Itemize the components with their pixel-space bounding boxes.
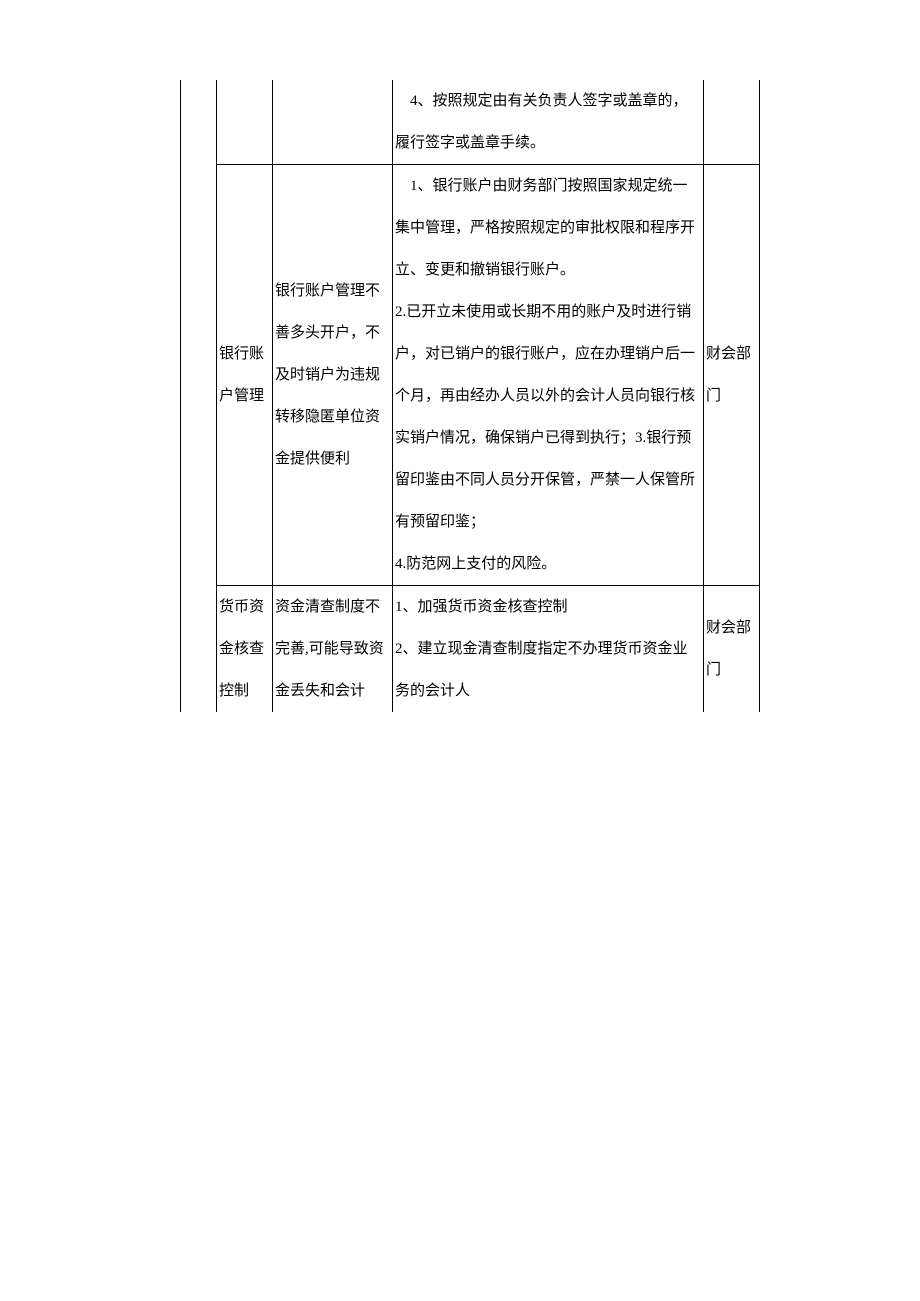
cell-risk: 银行账户管理不善多头开户，不及时销户为违规转移隐匿单位资金提供便利	[273, 165, 393, 586]
cell-risk	[273, 80, 393, 165]
dept-text: 财会部门	[706, 620, 751, 678]
measure-text: 1、银行账户由财务部门按照国家规定统一集中管理，严格按照规定的审批权限和程序开立…	[395, 178, 695, 572]
dept-text: 财会部门	[706, 346, 751, 404]
measure-text: 1、加强货币资金核查控制 2、建立现金清查制度指定不办理货币资金业务的会计人	[395, 599, 688, 699]
cell-measure: 1、银行账户由财务部门按照国家规定统一集中管理，严格按照规定的审批权限和程序开立…	[393, 165, 704, 586]
cell-category	[181, 165, 217, 586]
cell-risk: 资金清查制度不完善,可能导致资金丢失和会计	[273, 586, 393, 713]
cell-dept: 财会部门	[704, 586, 760, 713]
table-row: 银行账户管理 银行账户管理不善多头开户，不及时销户为违规转移隐匿单位资金提供便利…	[181, 165, 760, 586]
item-text: 银行账户管理	[219, 346, 264, 404]
cell-category	[181, 80, 217, 165]
cell-item: 银行账户管理	[217, 165, 273, 586]
cell-dept: 财会部门	[704, 165, 760, 586]
item-text: 货币资金核查控制	[219, 599, 264, 699]
measure-text: 4、按照规定由有关负责人签字或盖章的，履行签字或盖章手续。	[395, 93, 688, 151]
risk-text: 资金清查制度不完善,可能导致资金丢失和会计	[275, 599, 384, 699]
cell-item: 货币资金核查控制	[217, 586, 273, 713]
table-row: 货币资金核查控制 资金清查制度不完善,可能导致资金丢失和会计 1、加强货币资金核…	[181, 586, 760, 713]
risk-text: 银行账户管理不善多头开户，不及时销户为违规转移隐匿单位资金提供便利	[275, 283, 380, 467]
cell-measure: 4、按照规定由有关负责人签字或盖章的，履行签字或盖章手续。	[393, 80, 704, 165]
policy-table: 4、按照规定由有关负责人签字或盖章的，履行签字或盖章手续。 银行账户管理 银行账…	[180, 80, 760, 712]
table-row: 4、按照规定由有关负责人签字或盖章的，履行签字或盖章手续。	[181, 80, 760, 165]
cell-dept	[704, 80, 760, 165]
cell-category	[181, 586, 217, 713]
cell-measure: 1、加强货币资金核查控制 2、建立现金清查制度指定不办理货币资金业务的会计人	[393, 586, 704, 713]
cell-item	[217, 80, 273, 165]
document-page: 4、按照规定由有关负责人签字或盖章的，履行签字或盖章手续。 银行账户管理 银行账…	[0, 0, 920, 792]
